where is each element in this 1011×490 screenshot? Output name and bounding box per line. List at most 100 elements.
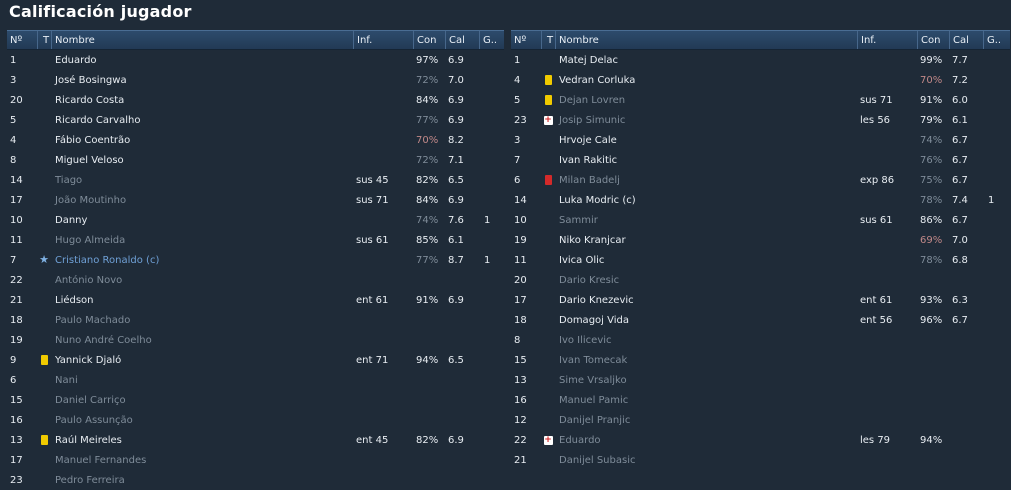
player-name: Matej Delac <box>559 54 619 66</box>
col-header-cal[interactable]: Cal <box>949 31 983 49</box>
table-header: Nº T Nombre Inf. Con Cal G.. <box>7 30 504 50</box>
player-condition: 70% <box>416 134 439 146</box>
player-row[interactable]: 7 ★ Cristiano Ronaldo (c) 77% 8.7 1 <box>7 250 504 270</box>
player-row[interactable]: 10 Danny 74% 7.6 1 <box>7 210 504 230</box>
player-row[interactable]: 13 Sime Vrsaljko <box>511 370 1010 390</box>
player-row[interactable]: 6 Nani <box>7 370 504 390</box>
player-row[interactable]: 10 Sammir sus 61 86% 6.7 <box>511 210 1010 230</box>
player-number: 14 <box>514 194 527 206</box>
player-rating: 7.2 <box>952 74 968 86</box>
col-header-t[interactable]: T <box>37 31 51 49</box>
player-row[interactable]: 16 Paulo Assunção <box>7 410 504 430</box>
player-row[interactable]: 20 Ricardo Costa 84% 6.9 <box>7 90 504 110</box>
status-cell <box>541 175 555 185</box>
col-header-t[interactable]: T <box>541 31 555 49</box>
player-row[interactable]: 14 Luka Modric (c) 78% 7.4 1 <box>511 190 1010 210</box>
player-row[interactable]: 3 José Bosingwa 72% 7.0 <box>7 70 504 90</box>
player-row[interactable]: 11 Ivica Olic 78% 6.8 <box>511 250 1010 270</box>
status-cell: + <box>541 115 555 125</box>
player-row[interactable]: 19 Niko Kranjcar 69% 7.0 <box>511 230 1010 250</box>
player-rating: 7.0 <box>952 234 968 246</box>
player-number: 15 <box>514 354 527 366</box>
player-number: 5 <box>514 94 521 106</box>
player-row[interactable]: 15 Daniel Carriço <box>7 390 504 410</box>
player-name: Raúl Meireles <box>55 434 122 446</box>
player-row[interactable]: 23 Pedro Ferreira <box>7 470 504 490</box>
player-row[interactable]: 20 Dario Kresic <box>511 270 1010 290</box>
player-name: Nani <box>55 374 78 386</box>
injury-cross-icon: + <box>543 435 553 445</box>
player-row[interactable]: 17 João Moutinho sus 71 84% 6.9 <box>7 190 504 210</box>
col-header-con[interactable]: Con <box>413 31 445 49</box>
player-number: 4 <box>514 74 521 86</box>
player-row[interactable]: 7 Ivan Rakitic 76% 6.7 <box>511 150 1010 170</box>
player-name: António Novo <box>55 274 123 286</box>
player-row[interactable]: 1 Eduardo 97% 6.9 <box>7 50 504 70</box>
player-condition: 97% <box>416 54 439 66</box>
player-rating: 6.8 <box>952 254 968 266</box>
col-header-inf[interactable]: Inf. <box>353 31 413 49</box>
col-header-cal[interactable]: Cal <box>445 31 479 49</box>
player-condition: 82% <box>416 434 439 446</box>
player-number: 20 <box>10 94 23 106</box>
player-row[interactable]: 21 Danijel Subasic <box>511 450 1010 470</box>
player-row[interactable]: 13 Raúl Meireles ent 45 82% 6.9 <box>7 430 504 450</box>
player-row[interactable]: 5 Dejan Lovren sus 71 91% 6.0 <box>511 90 1010 110</box>
page-title: Calificación jugador <box>9 2 192 21</box>
player-row[interactable]: 4 Vedran Corluka 70% 7.2 <box>511 70 1010 90</box>
player-row[interactable]: 16 Manuel Pamic <box>511 390 1010 410</box>
player-row[interactable]: 17 Manuel Fernandes <box>7 450 504 470</box>
player-inf: ent 61 <box>860 294 893 306</box>
col-header-number[interactable]: Nº <box>10 34 23 46</box>
player-row[interactable]: 18 Paulo Machado <box>7 310 504 330</box>
col-header-con[interactable]: Con <box>917 31 949 49</box>
player-row[interactable]: 22 + Eduardo les 79 94% <box>511 430 1010 450</box>
player-row[interactable]: 15 Ivan Tomecak <box>511 350 1010 370</box>
player-number: 19 <box>10 334 23 346</box>
player-row[interactable]: 14 Tiago sus 45 82% 6.5 <box>7 170 504 190</box>
col-header-name[interactable]: Nombre <box>555 31 857 49</box>
col-header-goals[interactable]: G.. <box>479 31 504 49</box>
player-number: 5 <box>10 114 17 126</box>
player-number: 23 <box>514 114 527 126</box>
table-body: 1 Matej Delac 99% 7.7 4 Vedran Corluka 70% 7.2 5… <box>511 50 1010 470</box>
player-condition: 86% <box>920 214 943 226</box>
player-number: 23 <box>10 474 23 486</box>
away-team-table: Nº T Nombre Inf. Con Cal G.. 1 Matej Dela… <box>511 30 1010 470</box>
player-row[interactable]: 3 Hrvoje Cale 74% 6.7 <box>511 130 1010 150</box>
player-row[interactable]: 5 Ricardo Carvalho 77% 6.9 <box>7 110 504 130</box>
player-inf: ent 61 <box>356 294 389 306</box>
player-row[interactable]: 18 Domagoj Vida ent 56 96% 6.7 <box>511 310 1010 330</box>
player-condition: 78% <box>920 254 943 266</box>
player-condition: 84% <box>416 94 439 106</box>
player-condition: 77% <box>416 254 439 266</box>
player-row[interactable]: 17 Dario Knezevic ent 61 93% 6.3 <box>511 290 1010 310</box>
player-number: 15 <box>10 394 23 406</box>
player-row[interactable]: 21 Liédson ent 61 91% 6.9 <box>7 290 504 310</box>
player-name: Yannick Djaló <box>55 354 122 366</box>
player-row[interactable]: 12 Danijel Pranjic <box>511 410 1010 430</box>
player-row[interactable]: 1 Matej Delac 99% 7.7 <box>511 50 1010 70</box>
player-number: 17 <box>10 454 23 466</box>
player-row[interactable]: 22 António Novo <box>7 270 504 290</box>
player-condition: 70% <box>920 74 943 86</box>
player-row[interactable]: 8 Miguel Veloso 72% 7.1 <box>7 150 504 170</box>
player-row[interactable]: 4 Fábio Coentrão 70% 8.2 <box>7 130 504 150</box>
col-header-goals[interactable]: G.. <box>983 31 1008 49</box>
player-row[interactable]: 8 Ivo Ilicevic <box>511 330 1010 350</box>
player-condition: 74% <box>920 134 943 146</box>
player-row[interactable]: 19 Nuno André Coelho <box>7 330 504 350</box>
col-header-inf[interactable]: Inf. <box>857 31 917 49</box>
col-header-number[interactable]: Nº <box>514 34 527 46</box>
player-row[interactable]: 23 + Josip Simunic les 56 79% 6.1 <box>511 110 1010 130</box>
player-row[interactable]: 9 Yannick Djaló ent 71 94% 6.5 <box>7 350 504 370</box>
col-header-name[interactable]: Nombre <box>51 31 353 49</box>
home-team-table: Nº T Nombre Inf. Con Cal G.. 1 Eduardo 97%… <box>7 30 504 490</box>
player-name: Danny <box>55 214 88 226</box>
player-name: Vedran Corluka <box>559 74 636 86</box>
player-inf: sus 61 <box>860 214 893 226</box>
player-inf: exp 86 <box>860 174 895 186</box>
player-row[interactable]: 6 Milan Badelj exp 86 75% 6.7 <box>511 170 1010 190</box>
player-number: 4 <box>10 134 17 146</box>
player-row[interactable]: 11 Hugo Almeida sus 61 85% 6.1 <box>7 230 504 250</box>
